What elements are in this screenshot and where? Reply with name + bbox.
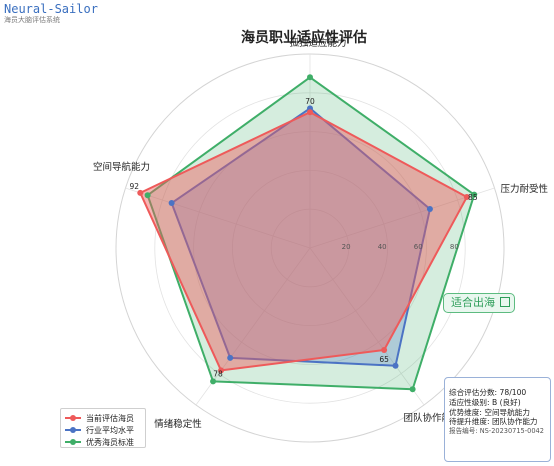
series-area-1	[170, 107, 431, 367]
data-point	[307, 74, 313, 81]
series-area-0	[139, 111, 468, 372]
grid-spoke	[309, 187, 495, 249]
summary-level: 适应性级别: B (良好)	[449, 397, 521, 407]
grid-spoke	[125, 187, 311, 249]
summary-score: 综合评估分数: 78/100	[449, 388, 527, 397]
axis-label: 压力耐受性	[501, 183, 549, 195]
data-point	[409, 386, 416, 393]
assessment-summary: 综合评估分数: 78/100 适应性级别: B (良好) 优势维度: 空间导航能…	[444, 377, 551, 462]
legend-swatch-average	[65, 426, 81, 434]
legend-item-current: 当前评估海员	[65, 412, 141, 424]
data-label: 85	[468, 193, 478, 202]
grid-spoke	[309, 247, 425, 406]
data-point	[168, 200, 175, 207]
data-label: 65	[379, 355, 389, 364]
brand-name: Neural-Sailor	[4, 2, 98, 16]
checkbox-icon	[500, 297, 510, 307]
badge-label: 适合出海	[451, 296, 495, 309]
data-point	[210, 378, 217, 385]
data-point	[463, 194, 470, 201]
legend-swatch-current	[65, 414, 81, 422]
summary-strength: 优势维度: 空间导航能力	[449, 407, 530, 417]
legend-label-excellent: 优秀海员标准	[86, 437, 134, 447]
data-label: 78	[213, 369, 223, 378]
summary-weakness: 待提升维度: 团队协作能力	[449, 417, 538, 427]
legend-label-average: 行业平均水平	[86, 425, 134, 435]
radial-tick-label: 60	[414, 243, 423, 251]
suitability-badge: 适合出海	[443, 293, 515, 313]
data-point	[137, 189, 144, 196]
data-point	[426, 206, 433, 213]
axis-label: 空间导航能力	[93, 161, 150, 173]
data-label: 92	[129, 182, 139, 191]
summary-report-id: 报告编号: NS-20230715-0042	[449, 427, 544, 436]
data-point	[471, 191, 478, 198]
legend-label-current: 当前评估海员	[86, 413, 134, 423]
chart-legend: 当前评估海员 行业平均水平 优秀海员标准	[60, 408, 146, 448]
radial-tick-label: 80	[450, 243, 459, 251]
axis-label: 情绪稳定性	[154, 418, 202, 430]
data-point	[227, 354, 234, 361]
legend-item-excellent: 优秀海员标准	[65, 436, 141, 448]
radial-tick-label: 20	[342, 243, 351, 251]
legend-item-average: 行业平均水平	[65, 424, 141, 436]
chart-title: 海员职业适应性评估	[241, 29, 367, 46]
data-label: 70	[305, 97, 315, 106]
data-point	[144, 192, 151, 199]
data-point	[381, 347, 388, 354]
brand-subtitle: 海员大脑评估系统	[4, 16, 60, 24]
data-point	[392, 362, 399, 369]
data-point	[218, 367, 225, 374]
brand: Neural-Sailor 海员大脑评估系统	[4, 3, 98, 25]
grid-spoke	[195, 247, 311, 406]
legend-swatch-excellent	[65, 438, 81, 446]
radar-grid	[115, 53, 505, 443]
data-point	[307, 109, 313, 116]
radial-tick-label: 40	[378, 243, 387, 251]
axis-label: 孤独适应能力	[289, 37, 346, 49]
